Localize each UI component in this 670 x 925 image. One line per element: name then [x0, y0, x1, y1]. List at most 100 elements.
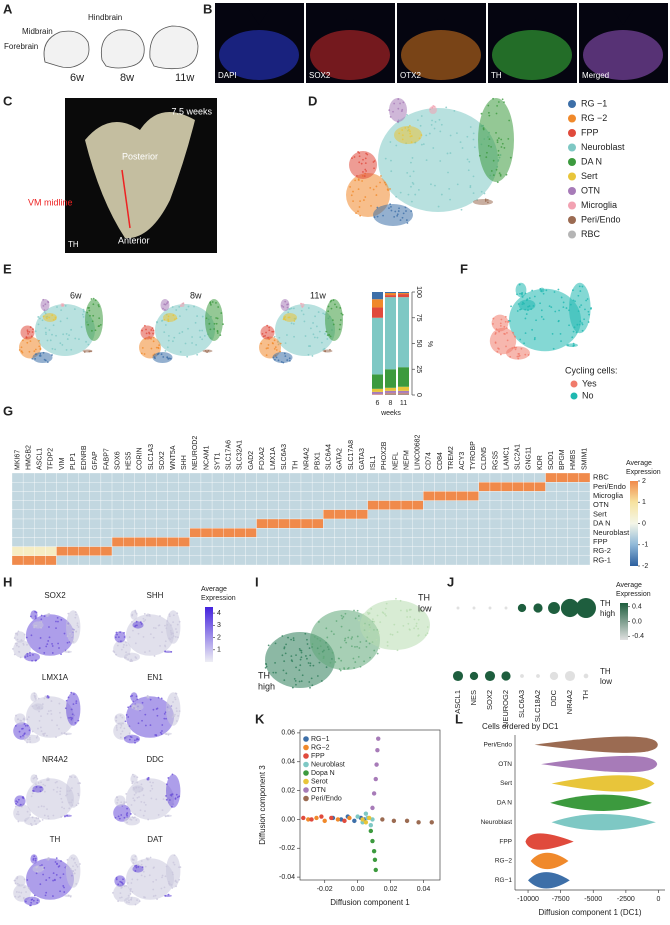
cell-dot: [173, 854, 176, 857]
cell-dot: [322, 312, 325, 315]
heat-cell: [145, 518, 157, 529]
x-tick-label: -10000: [517, 896, 539, 903]
cell-dot: [352, 657, 355, 660]
cell-dot: [15, 891, 18, 893]
heat-cell: [156, 528, 168, 538]
cell-dot: [146, 858, 149, 861]
cell-dot: [173, 318, 176, 321]
cell-dot: [17, 813, 20, 816]
cell-dot: [30, 335, 33, 338]
cell-dot: [70, 801, 73, 804]
cell-dot: [51, 314, 54, 317]
cell-dot: [390, 170, 393, 173]
gene-label: ASCL1: [37, 448, 44, 470]
cell-dot: [364, 196, 367, 198]
cell-dot: [38, 647, 41, 650]
cell-dot: [16, 882, 19, 885]
cell-dot: [515, 346, 518, 349]
cell-dot: [166, 623, 169, 626]
cell-dot: [499, 173, 502, 176]
cell-dot: [48, 329, 51, 331]
cell-dot: [72, 703, 75, 706]
cell-cloud: [113, 884, 131, 902]
heat-cell: [534, 500, 546, 510]
cell-dot: [22, 734, 24, 737]
heat-cell: [578, 546, 591, 556]
cell-dot: [117, 799, 119, 801]
cell-dot: [39, 621, 41, 624]
heat-cell: [123, 546, 135, 556]
cell-dot: [540, 290, 543, 292]
heat-cell: [345, 491, 357, 501]
cell-dot: [525, 299, 528, 302]
cell-dot: [44, 327, 47, 330]
violin: [534, 736, 658, 753]
cell-dot: [29, 741, 32, 743]
heat-cell: [134, 472, 146, 483]
cell-dot: [26, 718, 29, 721]
heat-cell: [500, 509, 513, 520]
cell-dot: [359, 641, 362, 643]
cell-dot: [295, 666, 297, 669]
cell-cloud: [24, 734, 40, 744]
cell-dot: [318, 621, 320, 623]
cell-dot: [131, 614, 134, 617]
cell-dot: [45, 879, 48, 881]
cell-cloud: [346, 173, 390, 217]
heat-cell: [111, 518, 124, 529]
heat-cell: [289, 500, 302, 510]
cell-dot: [164, 645, 167, 648]
cell-dot: [145, 614, 148, 617]
heat-cell: [578, 472, 591, 483]
cell-dot: [393, 102, 396, 105]
cell-dot: [132, 700, 135, 703]
heat-cell: [11, 500, 24, 510]
heat-cell: [367, 555, 379, 566]
heat-cell: [311, 482, 324, 492]
cell-dot: [400, 110, 403, 112]
cell-dot: [286, 306, 289, 309]
heat-cell: [34, 472, 46, 483]
y-tick-label: 0: [415, 393, 422, 397]
feature-title: LMX1A: [42, 673, 69, 682]
cell-dot: [395, 195, 398, 198]
cell-dot: [487, 111, 490, 114]
cell-dot: [29, 340, 32, 343]
cell-dot: [395, 144, 398, 147]
cell-dot: [395, 597, 397, 600]
gene-label: FABP7: [103, 448, 110, 470]
cell-dot: [282, 361, 285, 364]
heat-cell: [367, 518, 379, 529]
cell-dot: [326, 636, 329, 639]
heat-cell: [445, 537, 457, 547]
heat-cell: [456, 537, 468, 547]
cell-dot: [186, 355, 189, 358]
cell-dot: [338, 328, 341, 331]
cell-cloud: [389, 98, 407, 122]
heat-cell: [200, 500, 213, 510]
cell-dot: [46, 615, 48, 617]
cell-dot: [39, 347, 42, 350]
colorbar-title: Expression: [626, 469, 661, 476]
cell-dot: [174, 692, 177, 695]
cell-dot: [141, 789, 143, 791]
heat-cell: [445, 546, 457, 556]
cell-dot: [499, 324, 502, 327]
heat-cell: [356, 482, 368, 492]
cell-dot: [358, 647, 361, 649]
cell-dot: [24, 735, 27, 737]
cell-dot: [329, 661, 332, 664]
cell-dot: [37, 316, 40, 318]
point: [374, 762, 379, 767]
dot: [488, 606, 492, 610]
cell-dot: [163, 303, 166, 306]
heat-cell: [345, 482, 357, 492]
cell-dot: [70, 635, 73, 638]
cell-cloud: [19, 336, 41, 359]
cell-dot: [267, 336, 270, 339]
heat-cell: [423, 509, 435, 520]
heat-cell: [467, 518, 479, 529]
cell-dot: [262, 335, 265, 338]
cell-dot: [58, 702, 61, 705]
point: [366, 815, 372, 821]
